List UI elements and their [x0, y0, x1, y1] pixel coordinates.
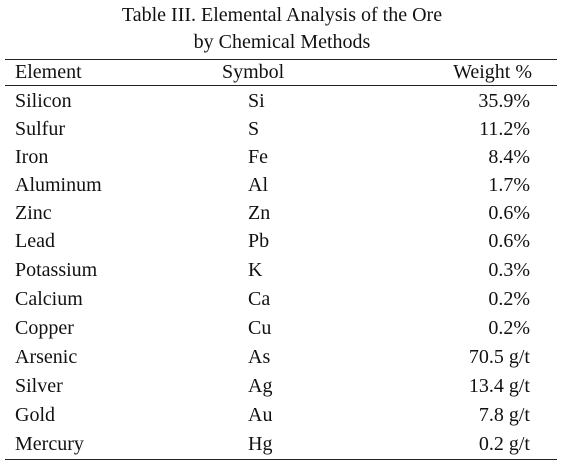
cell-symbol: Hg — [248, 433, 273, 455]
table-subtitle: by Chemical Methods — [193, 31, 371, 53]
cell-symbol: Fe — [248, 146, 268, 168]
header-weight: Weight % — [453, 61, 532, 83]
table-row: Lead Pb 0.6% — [0, 227, 564, 255]
cell-weight: 0.3% — [488, 259, 530, 281]
table-row: Potassium K 0.3% — [0, 256, 564, 284]
cell-weight: 35.9% — [478, 90, 530, 112]
table-caption: Table III. Elemental Analysis of the Ore… — [0, 2, 564, 56]
cell-weight: 0.2% — [488, 317, 530, 339]
table-row: Zinc Zn 0.6% — [0, 199, 564, 227]
table-row: Aluminum Al 1.7% — [0, 171, 564, 199]
cell-symbol: Zn — [248, 202, 271, 224]
table-header-row: Element Symbol Weight % — [0, 58, 564, 86]
cell-weight: 7.8 g/t — [478, 404, 530, 426]
cell-element: Calcium — [15, 288, 83, 310]
cell-element: Silver — [15, 375, 63, 397]
cell-element: Arsenic — [15, 346, 78, 368]
cell-weight: 13.4 g/t — [468, 375, 530, 397]
cell-symbol: Ag — [248, 375, 273, 397]
cell-element: Sulfur — [15, 118, 65, 140]
table-row: Mercury Hg 0.2 g/t — [0, 430, 564, 458]
table-title: Table III. Elemental Analysis of the Ore — [121, 4, 443, 26]
cell-symbol: Pb — [248, 230, 270, 252]
cell-symbol: As — [248, 346, 271, 368]
cell-weight: 1.7% — [488, 174, 530, 196]
cell-weight: 11.2% — [479, 118, 530, 140]
cell-element: Potassium — [15, 259, 98, 281]
cell-element: Iron — [15, 146, 49, 168]
cell-element: Zinc — [15, 202, 52, 224]
table-row: Calcium Ca 0.2% — [0, 285, 564, 313]
table-row: Sulfur S 11.2% — [0, 115, 564, 143]
cell-element: Gold — [15, 404, 55, 426]
cell-symbol: Al — [248, 174, 268, 196]
cell-element: Aluminum — [15, 174, 102, 196]
table-row: Arsenic As 70.5 g/t — [0, 343, 564, 371]
cell-weight: 0.2% — [488, 288, 530, 310]
table-row: Gold Au 7.8 g/t — [0, 401, 564, 429]
cell-weight: 0.2 g/t — [478, 433, 530, 455]
cell-weight: 0.6% — [488, 230, 530, 252]
cell-element: Copper — [15, 317, 74, 339]
cell-weight: 0.6% — [488, 202, 530, 224]
header-symbol: Symbol — [222, 61, 285, 83]
cell-symbol: S — [248, 118, 260, 140]
cell-symbol: Cu — [248, 317, 272, 339]
cell-symbol: Ca — [248, 288, 271, 310]
table-row: Copper Cu 0.2% — [0, 314, 564, 342]
cell-weight: 8.4% — [488, 146, 530, 168]
cell-element: Lead — [15, 230, 55, 252]
cell-weight: 70.5 g/t — [468, 346, 530, 368]
cell-symbol: Au — [248, 404, 273, 426]
cell-element: Mercury — [15, 433, 84, 455]
cell-element: Silicon — [15, 90, 72, 112]
table-header-rule — [5, 85, 557, 86]
table-row: Iron Fe 8.4% — [0, 143, 564, 171]
table-row: Silver Ag 13.4 g/t — [0, 372, 564, 400]
header-element: Element — [15, 61, 82, 83]
cell-symbol: Si — [248, 90, 265, 112]
cell-symbol: K — [248, 259, 263, 281]
table-row: Silicon Si 35.9% — [0, 87, 564, 115]
table-top-rule — [5, 59, 557, 60]
table-bottom-rule — [5, 459, 557, 460]
